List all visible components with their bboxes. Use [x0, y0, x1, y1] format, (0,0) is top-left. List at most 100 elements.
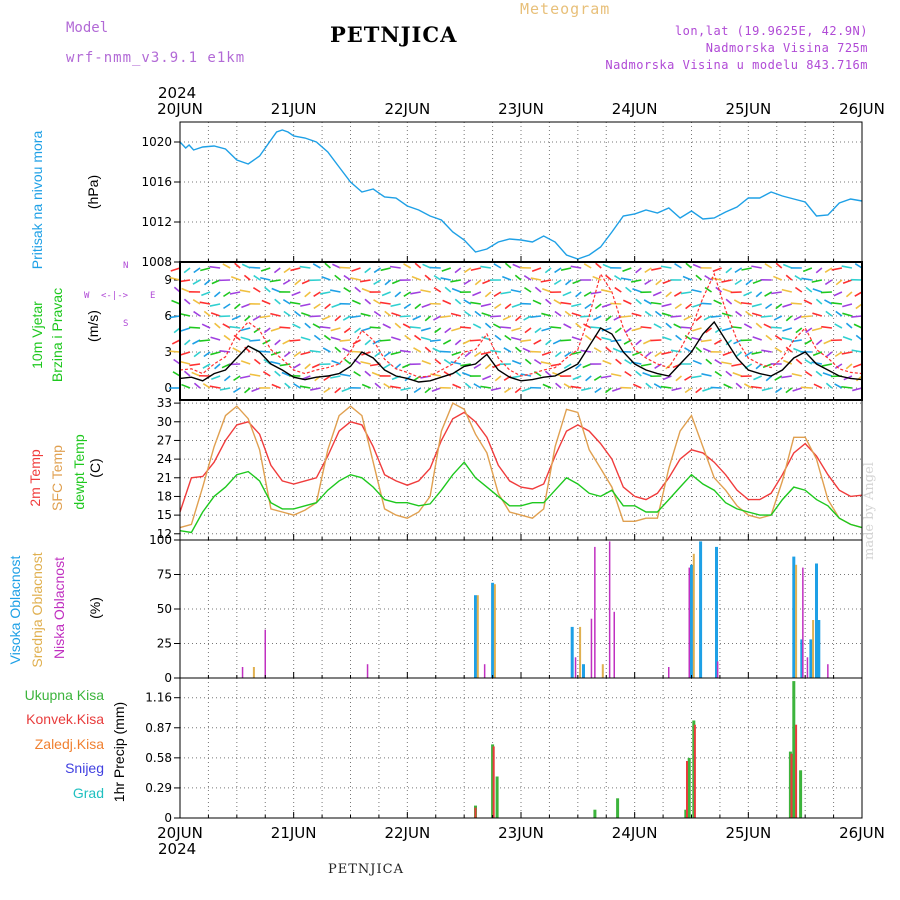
wind-barb [414, 303, 422, 310]
wind-barb [835, 310, 843, 317]
wind-barb [661, 351, 672, 355]
date-tick-label: 21JUN [271, 824, 317, 842]
wind-barb [670, 349, 682, 353]
wind-barb [823, 339, 833, 345]
wind-barb [654, 351, 662, 358]
y-tick-label: 21 [157, 471, 172, 485]
wind-barb [374, 351, 382, 358]
legend-total-precip: Ukupna Kisa [25, 687, 105, 703]
wind-barb [494, 375, 502, 382]
wind-barb [490, 349, 502, 353]
wind-barb [511, 327, 522, 332]
bar-visoka-oblacnost [491, 582, 495, 678]
wind-barb [391, 312, 401, 317]
wind-barb [484, 363, 492, 370]
legend-frozen-precip: Zaledj.Kisa [35, 736, 104, 752]
wind-barb [684, 387, 692, 394]
wind-barb [502, 275, 512, 281]
wind-barb [691, 327, 702, 332]
wind-barb [431, 387, 442, 393]
wind-barb [249, 266, 261, 269]
wind-barb [514, 346, 522, 353]
wind-barb [283, 267, 291, 274]
wind-barb [223, 303, 231, 310]
wind-barb [351, 299, 361, 305]
wind-barb [199, 339, 211, 342]
wind-barb [403, 263, 412, 269]
series-line-pritisak-na-nivou-mora [179, 129, 863, 260]
wind-barb [612, 347, 622, 353]
wind-barb [422, 263, 432, 269]
wind-barb [213, 291, 221, 298]
wind-barb [442, 339, 452, 345]
wind-barb [593, 315, 602, 321]
wind-barb [330, 327, 341, 332]
wind-barb [323, 375, 331, 382]
wind-barb [424, 274, 432, 281]
wind-barb [605, 274, 612, 281]
wind-barb [494, 303, 502, 310]
wind-barb [474, 310, 482, 317]
wind-barb [661, 303, 672, 308]
wind-barb [282, 299, 291, 305]
wind-barb [192, 339, 201, 345]
wind-barb [774, 334, 783, 341]
wind-barb [660, 265, 672, 269]
wind-barb [841, 265, 853, 269]
wind-barb [383, 351, 392, 358]
wind-barb [791, 372, 803, 377]
bar-niska-oblacnost [608, 541, 611, 678]
wind-barb [490, 387, 502, 392]
wind-barb [795, 358, 803, 365]
wind-barb [854, 291, 863, 297]
wind-barb [294, 310, 301, 317]
wind-ylabel-2: Brzina i Pravac [49, 288, 65, 382]
wind-barb [714, 359, 723, 365]
wind-barb [541, 351, 552, 356]
wind-barb [602, 359, 612, 365]
wind-barb [782, 359, 793, 365]
wind-barb [632, 288, 642, 293]
wind-barb [665, 291, 672, 298]
wind-barb [263, 327, 271, 334]
wind-barb [721, 279, 732, 283]
wind-barb [403, 291, 412, 297]
wind-barb [790, 302, 802, 305]
wind-barb [313, 303, 321, 310]
wind-barb [394, 363, 402, 370]
wind-barb [773, 275, 783, 281]
wind-barb [170, 267, 181, 272]
wind-barb [251, 387, 261, 393]
wind-barb [695, 387, 703, 394]
wind-barb [544, 370, 552, 377]
wind-barb [793, 315, 803, 321]
wind-barb [264, 286, 271, 293]
wind-barb [731, 363, 742, 367]
bar-niska-oblacnost [806, 657, 809, 678]
wind-barb [522, 347, 532, 353]
wind-barb [604, 387, 612, 394]
wind-barb [553, 299, 562, 305]
wind-barb [662, 336, 672, 341]
wind-barb [595, 262, 602, 269]
wind-barb [434, 327, 442, 334]
wind-barb [391, 279, 401, 285]
wind-barb [825, 382, 833, 389]
wind-barb [782, 303, 793, 308]
wind-barb [714, 327, 723, 334]
wind-barb [461, 371, 472, 377]
y-tick-label: 0.29 [145, 781, 172, 795]
wind-barb [713, 339, 722, 345]
wind-barb [420, 327, 431, 332]
wind-barb [309, 315, 321, 318]
legend-hail: Grad [73, 785, 104, 801]
wind-barb [631, 312, 642, 317]
wind-barb [581, 387, 592, 392]
model-elevation: Nadmorska Visina u modelu 843.716m [605, 58, 868, 72]
wind-barb [322, 347, 331, 353]
wind-barb [691, 288, 702, 293]
wind-barb [271, 383, 281, 389]
wind-barb [481, 312, 492, 317]
date-tick-label: 25JUN [725, 100, 771, 118]
wind-barb [624, 358, 632, 365]
